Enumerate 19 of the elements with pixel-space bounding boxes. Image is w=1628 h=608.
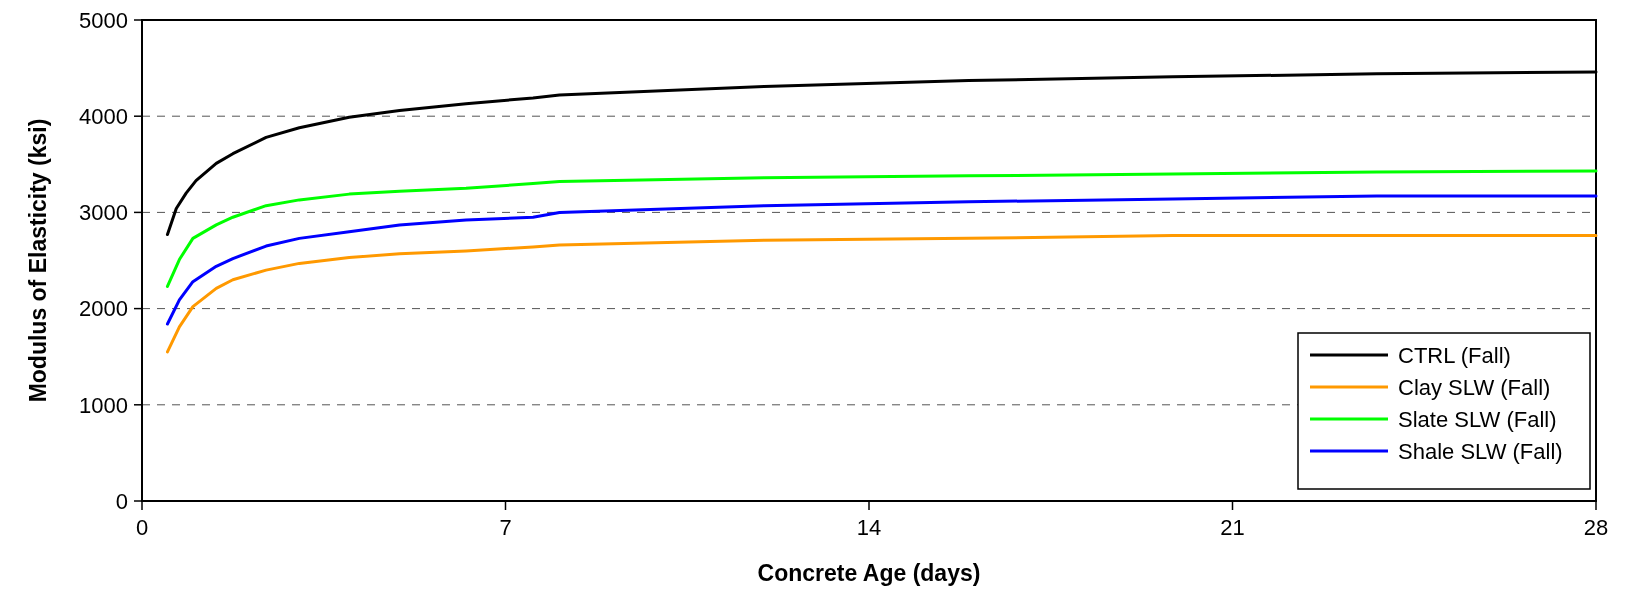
y-tick-label: 1000	[79, 392, 128, 418]
x-tick-label: 0	[135, 515, 149, 540]
x-tick-label: 14	[856, 515, 882, 540]
x-tick-label: 21	[1220, 515, 1245, 540]
x-tick-label: 28	[1583, 515, 1609, 540]
x-tick-label: 7	[499, 515, 512, 540]
x-axis-title: Concrete Age (days)	[757, 560, 981, 586]
y-tick-label: 0	[115, 488, 128, 514]
y-tick-label: 4000	[79, 103, 128, 129]
line-series	[165, 169, 1598, 288]
legend-label: Slate SLW (Fall)	[1398, 406, 1557, 432]
legend-label: Shale SLW (Fall)	[1398, 438, 1563, 464]
y-axis-title: Modulus of Elasticity (ksi)	[25, 118, 51, 403]
y-tick-label: 5000	[79, 7, 128, 33]
y-tick-label: 2000	[79, 296, 128, 322]
legend-label: CTRL (Fall)	[1398, 342, 1511, 368]
legend-label: Clay SLW (Fall)	[1398, 374, 1551, 400]
line-series	[165, 194, 1598, 326]
y-tick-label: 3000	[79, 200, 128, 226]
